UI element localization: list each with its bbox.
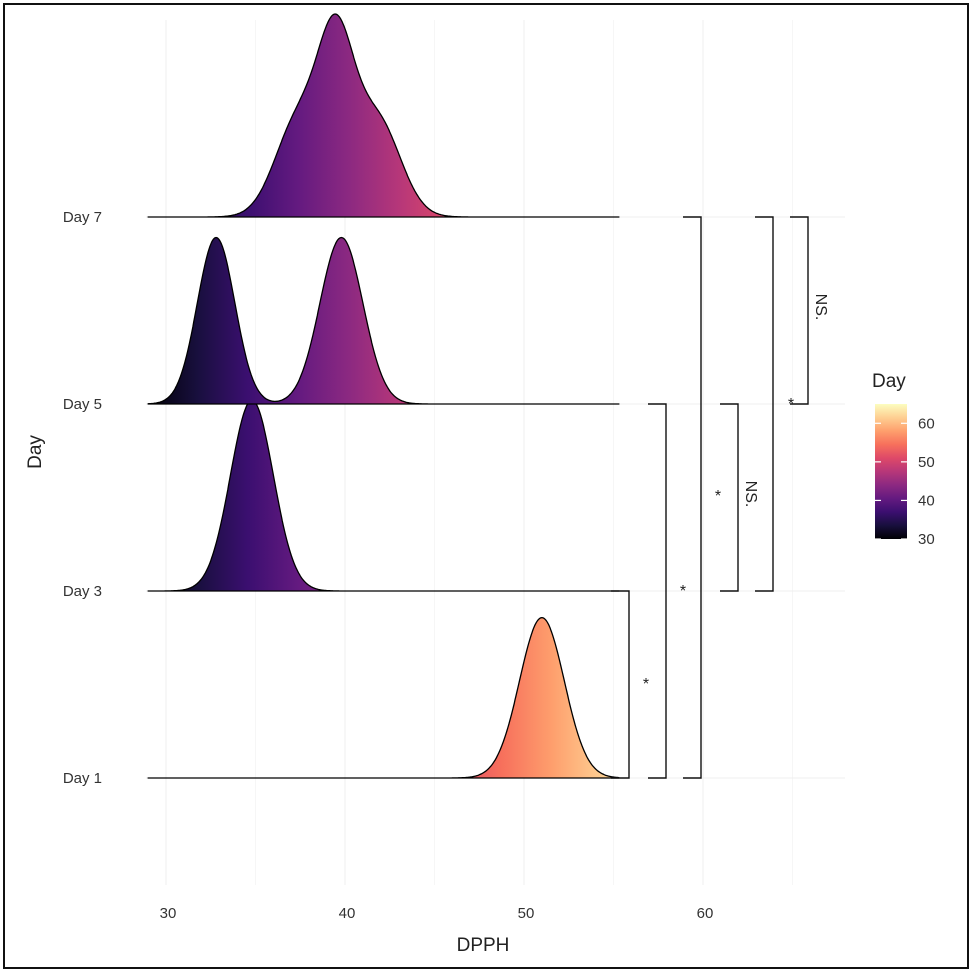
x-tick-label: 30 — [160, 905, 177, 922]
legend-tick-label: 30 — [918, 531, 935, 548]
legend-ticks: 30 40 50 60 — [875, 415, 935, 548]
legend-tick-label: 60 — [918, 415, 935, 432]
significance-label: NS. — [812, 294, 829, 321]
x-axis: 30 40 50 60 — [160, 905, 714, 922]
significance-label: NS. — [742, 481, 759, 508]
y-axis-title: Day — [25, 435, 46, 469]
figure-frame — [3, 3, 969, 969]
y-tick-label: Day 7 — [63, 209, 102, 226]
significance-label: * — [788, 396, 794, 413]
legend-title: Day — [872, 371, 906, 392]
significance-brackets: * * NS. * NS. * — [611, 216, 829, 779]
y-tick-label: Day 5 — [63, 396, 102, 413]
y-axis: Day 1 Day 3 Day 5 Day 7 — [63, 209, 102, 787]
y-tick-label: Day 3 — [63, 583, 102, 600]
x-axis-title: DPPH — [457, 935, 510, 956]
bracket-day3-day7 — [755, 216, 774, 592]
density-ridges — [147, 13, 620, 779]
legend-colorbar — [875, 404, 907, 539]
significance-label: * — [680, 583, 686, 600]
color-legend: Day 30 40 50 60 — [872, 371, 935, 548]
ridge-day-5 — [147, 236, 620, 405]
bracket-day5-day7 — [790, 216, 809, 405]
significance-label: * — [715, 488, 721, 505]
x-tick-label: 50 — [518, 905, 535, 922]
y-tick-label: Day 1 — [63, 770, 102, 787]
legend-tick-label: 50 — [918, 454, 935, 471]
bracket-day3-day5 — [720, 403, 739, 592]
x-tick-label: 40 — [339, 905, 356, 922]
ridge-day-7 — [147, 13, 620, 218]
bracket-day1-day3 — [611, 590, 630, 779]
legend-tick-label: 40 — [918, 492, 935, 509]
bracket-day1-day7 — [683, 216, 702, 779]
x-tick-label: 60 — [697, 905, 714, 922]
significance-label: * — [643, 676, 649, 693]
ridge-day-3 — [147, 399, 620, 592]
ridge-day-1 — [147, 616, 620, 779]
bracket-day1-day5 — [648, 403, 667, 779]
